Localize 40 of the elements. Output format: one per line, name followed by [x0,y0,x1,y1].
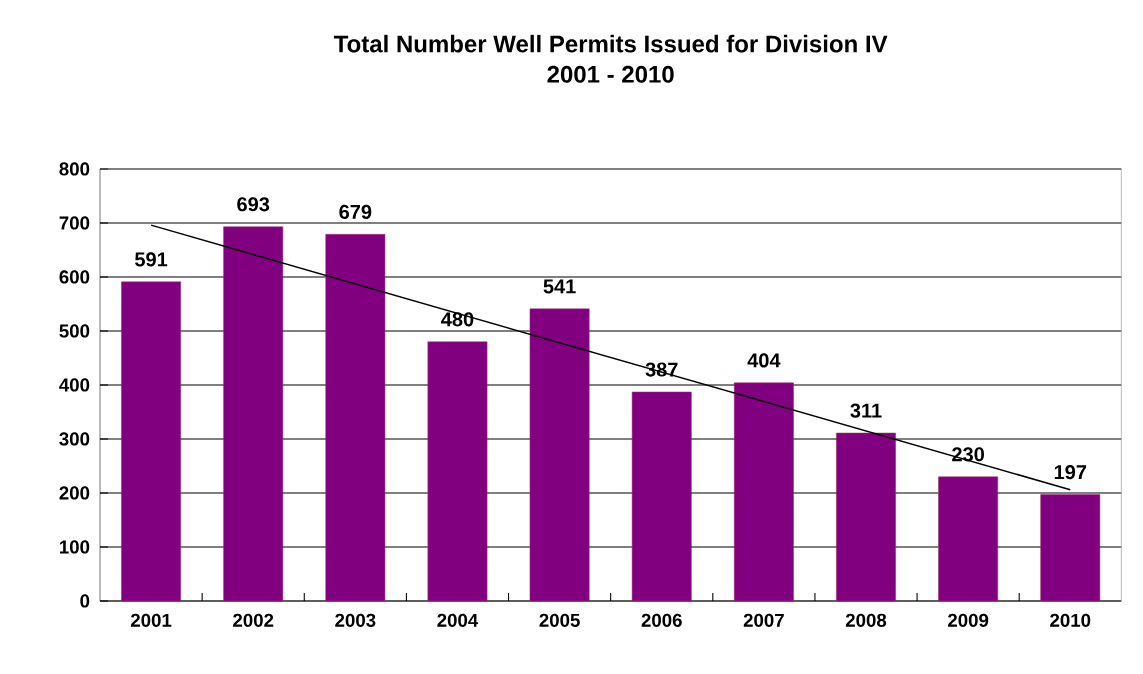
data-label: 197 [1054,465,1087,480]
bar [631,391,692,602]
y-tick-label: 200 [59,486,90,500]
bar [223,226,284,602]
bar [938,476,999,602]
x-tick-label: 2010 [1050,613,1091,627]
data-label: 679 [339,204,372,219]
bar [121,281,181,602]
x-tick-label: 2005 [539,613,580,627]
bar [427,341,488,602]
data-label: 311 [850,403,882,418]
chart-title: Total Number Well Permits Issued for Division IV [333,34,888,53]
y-tick-label: 0 [80,594,90,608]
y-tick-label: 600 [59,270,90,284]
y-tick-label: 500 [59,324,90,338]
chart-subtitle: 2001 - 2010 [547,65,674,83]
y-tick-label: 300 [59,432,90,446]
bar [529,308,590,602]
data-label: 480 [441,312,474,327]
x-tick-label: 2004 [437,613,479,627]
x-tick-label: 2009 [948,613,989,627]
x-tick-label: 2008 [845,613,887,627]
x-tick-label: 2002 [233,613,274,627]
bar [733,382,794,602]
bar [836,432,896,602]
bar [325,234,386,602]
y-tick-label: 800 [59,162,90,176]
bar [1040,494,1101,602]
x-tick-label: 2003 [335,613,376,627]
y-tick-label: 100 [59,540,90,554]
data-label: 591 [135,252,168,267]
x-tick-label: 2006 [641,613,682,627]
data-label: 693 [237,197,270,212]
y-tick-label: 700 [59,216,90,230]
x-tick-label: 2007 [743,613,784,627]
x-tick-label: 2001 [130,613,172,627]
data-label: 404 [747,353,781,368]
data-label: 230 [952,447,984,462]
data-label: 541 [543,279,576,294]
y-tick-label: 400 [59,378,90,392]
